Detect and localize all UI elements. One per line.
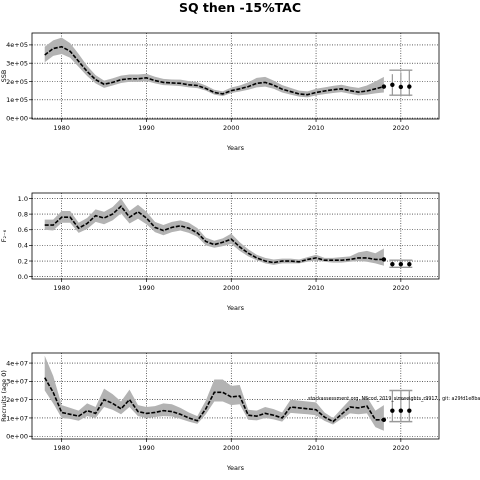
projection-point [407,261,412,267]
x-tick-label: 2010 [308,444,325,452]
panel-3: 1980 1990 2000 2010 2020 0e+00 1e+07 2e+07 3e+07… [0,352,480,472]
median-line [44,205,384,264]
last-observed-point [381,84,387,89]
y-tick-label: 0.6 [18,226,28,234]
y-tick-label: 0e+00 [6,433,28,441]
x-tick-label: 1990 [138,124,155,132]
x-tick-label: 2000 [223,444,240,452]
projection-point [390,408,395,413]
last-observed-point [381,417,387,422]
y-tick-label: 2e+07 [6,396,28,404]
y-tick-label: 0.4 [18,242,28,250]
plot-frame [31,352,440,440]
x-tick-label: 1990 [138,284,155,292]
plot-frame [31,192,440,280]
plot-frame [31,32,440,120]
x-tick-label: 2010 [308,284,325,292]
x-tick-label: 1990 [138,444,155,452]
y-tick-label: 1e+05 [6,96,28,104]
panel-2: 1980 1990 2000 2010 2020 0.0 0.2 0.4 0.6 0.8 1.0 Ye… [0,192,440,312]
x-tick-label: 2010 [308,124,325,132]
y-tick-label: 4e+05 [6,41,28,49]
panel-1: 1980 1990 2000 2010 2020 0e+00 1e+05 2e+05 3e+05… [0,32,440,152]
projection-point [390,82,395,87]
y-tick-label: 0e+00 [6,114,28,122]
projection-point [407,408,412,413]
x-axis-label: Years [226,464,245,472]
y-tick-label: 3e+07 [6,378,28,386]
x-tick-label: 2020 [393,444,410,452]
y-axis-label: SSB [0,70,8,83]
x-tick-label: 2000 [223,284,240,292]
x-axis-label: Years [226,144,245,152]
figure-title: SQ then -15%TAC [178,0,302,15]
x-tick-label: 1980 [53,284,70,292]
x-axis-label: Years [226,304,245,312]
projection-point [407,84,412,89]
median-line [44,45,385,96]
y-tick-label: 1.0 [18,195,28,203]
y-tick-label: 0.2 [18,257,28,265]
x-tick-label: 2000 [223,124,240,132]
annotation-text: stockassessment.org, NScod_2019_simweigh… [308,396,480,402]
x-tick-label: 2020 [393,124,410,132]
x-tick-label: 1980 [53,124,70,132]
y-tick-label: 0.8 [18,210,28,218]
last-observed-point [381,257,387,262]
y-axis-label: F₂₋₆ [0,229,8,242]
x-tick-label: 1980 [53,444,70,452]
projection-point [398,84,404,90]
y-tick-label: 4e+07 [6,359,28,367]
confidence-band [44,198,384,266]
confidence-band [44,37,384,98]
y-axis-label: Recruits (age 0) [0,370,8,422]
y-tick-label: 2e+05 [6,78,28,86]
x-tick-label: 2020 [393,284,410,292]
y-tick-label: 1e+07 [6,414,28,422]
projection-point [398,261,404,267]
y-tick-label: 3e+05 [6,59,28,67]
y-tick-label: 0.0 [18,273,28,281]
projection-point [390,261,395,267]
median-line [44,377,384,423]
projection-point [398,408,404,413]
